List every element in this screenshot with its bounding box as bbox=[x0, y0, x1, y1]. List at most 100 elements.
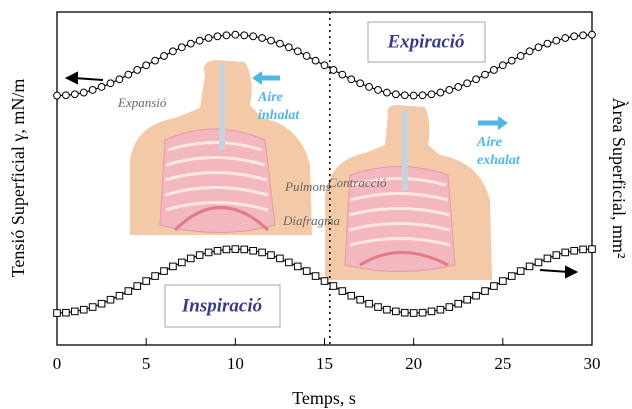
point bbox=[223, 32, 230, 39]
y-axis-label: Tensió Superficial γ, mN/m bbox=[8, 79, 28, 278]
point bbox=[232, 246, 239, 253]
point bbox=[250, 247, 257, 254]
point bbox=[410, 92, 417, 99]
point bbox=[312, 273, 319, 280]
point bbox=[339, 71, 346, 78]
point bbox=[54, 92, 61, 99]
point bbox=[268, 252, 275, 259]
point bbox=[196, 252, 203, 259]
point bbox=[214, 33, 221, 40]
point bbox=[437, 306, 444, 313]
point bbox=[214, 247, 221, 254]
point bbox=[80, 89, 87, 96]
point bbox=[277, 255, 284, 262]
point bbox=[98, 84, 105, 91]
point bbox=[303, 53, 310, 60]
point bbox=[286, 259, 293, 266]
point bbox=[107, 80, 114, 87]
point bbox=[517, 268, 524, 275]
point bbox=[535, 44, 542, 51]
point bbox=[526, 263, 533, 270]
point bbox=[366, 300, 373, 307]
point bbox=[125, 71, 132, 78]
point bbox=[384, 306, 391, 313]
point bbox=[419, 92, 426, 99]
point bbox=[277, 40, 284, 47]
point bbox=[473, 76, 480, 83]
illustration-label: Aire bbox=[257, 90, 283, 105]
point bbox=[63, 92, 70, 99]
point bbox=[384, 89, 391, 96]
point bbox=[357, 80, 364, 87]
point bbox=[580, 32, 587, 39]
point bbox=[205, 249, 212, 256]
point bbox=[553, 37, 560, 44]
point bbox=[259, 35, 266, 42]
point bbox=[303, 268, 310, 275]
point bbox=[508, 57, 515, 64]
point bbox=[161, 53, 168, 60]
point bbox=[473, 292, 480, 299]
point bbox=[419, 309, 426, 316]
point bbox=[125, 288, 132, 295]
point bbox=[375, 304, 382, 311]
point bbox=[464, 296, 471, 303]
point bbox=[116, 292, 123, 299]
point bbox=[446, 304, 453, 311]
point bbox=[241, 32, 248, 39]
point bbox=[491, 283, 498, 290]
point bbox=[517, 53, 524, 60]
point bbox=[179, 259, 186, 266]
y2-axis-label: Àrea Superficial, mm² bbox=[609, 98, 630, 259]
point bbox=[491, 67, 498, 74]
point bbox=[392, 91, 399, 98]
point bbox=[357, 296, 364, 303]
point bbox=[500, 278, 507, 285]
illustration-inspiration bbox=[130, 60, 312, 235]
point bbox=[508, 273, 515, 280]
point bbox=[89, 304, 96, 311]
illustration-label: Contracció bbox=[328, 175, 387, 190]
point bbox=[401, 92, 408, 99]
illustration-label: inhalat bbox=[258, 108, 300, 123]
point bbox=[321, 278, 328, 285]
point bbox=[482, 288, 489, 295]
point bbox=[187, 40, 194, 47]
point bbox=[268, 37, 275, 44]
x-tick-label: 10 bbox=[227, 354, 244, 373]
x-tick-label: 15 bbox=[316, 354, 333, 373]
annotation: Inspiració bbox=[181, 295, 262, 316]
chart: Expansió Aire inhalat Pulmons Diafragma … bbox=[0, 0, 632, 409]
point bbox=[321, 62, 328, 69]
point bbox=[205, 35, 212, 42]
x-tick-label: 0 bbox=[53, 354, 62, 373]
point bbox=[72, 308, 79, 315]
illustration-label: Pulmons bbox=[284, 179, 331, 194]
point bbox=[285, 44, 292, 51]
point bbox=[393, 308, 400, 315]
point bbox=[348, 76, 355, 83]
point bbox=[161, 268, 168, 275]
point bbox=[339, 288, 346, 295]
point bbox=[375, 87, 382, 94]
point bbox=[232, 31, 239, 38]
point bbox=[241, 246, 248, 253]
illustration-label: exhalat bbox=[477, 153, 521, 168]
point bbox=[170, 48, 177, 55]
point bbox=[437, 89, 444, 96]
point bbox=[446, 87, 453, 94]
x-tick-label: 20 bbox=[405, 354, 422, 373]
point bbox=[589, 246, 596, 253]
illustration-label: Aire bbox=[476, 135, 502, 150]
x-axis-label: Temps, s bbox=[292, 388, 356, 408]
point bbox=[89, 87, 96, 94]
point bbox=[526, 48, 533, 55]
point bbox=[499, 62, 506, 69]
x-tick-label: 30 bbox=[584, 354, 601, 373]
point bbox=[562, 249, 569, 256]
point bbox=[152, 57, 159, 64]
point bbox=[330, 67, 337, 74]
point bbox=[464, 80, 471, 87]
point bbox=[571, 247, 578, 254]
point bbox=[187, 255, 194, 262]
